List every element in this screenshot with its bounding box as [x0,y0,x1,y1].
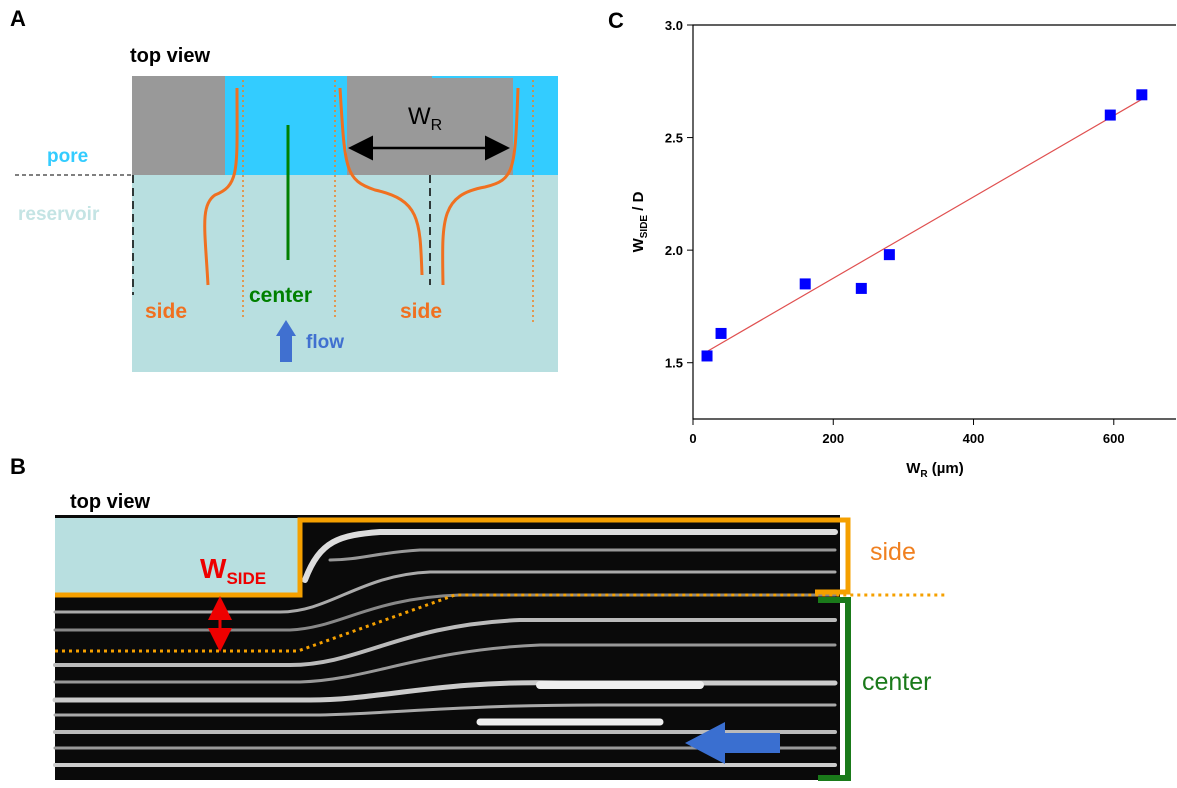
x-tick-label: 600 [1103,431,1125,446]
center-bracket [818,597,851,781]
data-point [799,278,811,290]
y-tick-label: 2.5 [665,131,683,146]
panel-label: B [10,454,26,479]
x-tick-label: 0 [689,431,696,446]
y-tick-label: 3.0 [665,18,683,33]
symbol: W [408,103,431,130]
fit-line [706,98,1143,352]
side-label: side [400,300,442,323]
panel-label: A [10,6,26,31]
y-axis-label: WSIDE / D [630,191,650,252]
data-point [715,327,727,339]
data-point [855,282,867,294]
flow-arrow [276,320,296,362]
symbol: W [906,460,921,477]
x-tick-label: 200 [822,431,844,446]
subscript: SIDE [226,569,266,588]
data-point [701,350,713,362]
streamlines [203,87,520,286]
panel-a: A top view pore reservoir WR center side… [10,6,558,372]
data-point [1104,109,1116,121]
center-label: center [249,284,312,307]
x-tick-label: 400 [963,431,985,446]
view-label: top view [70,491,150,513]
y-tick-label: 2.0 [665,243,683,258]
panel-c: C WR (µm) WSIDE / D 0 200 400 6001.52.52.03… [608,8,1176,480]
reservoir [55,518,300,595]
x-axis-label: WR (µm) [906,460,964,480]
side-label: side [870,538,916,566]
reservoir-label: reservoir [18,204,100,225]
symbol: W [200,553,227,584]
dividers [242,80,534,325]
separatrix [55,593,945,653]
pore-label: pore [47,146,88,167]
panel-b: B top view WSIDE side center [10,454,945,781]
y-tick-label: 1.5 [665,356,683,371]
subscript: SIDE [639,215,650,239]
ratio: / D [630,191,647,215]
side-outline [55,517,851,598]
flow-label: flow [306,332,344,353]
subscript: R [920,469,928,480]
subscript: R [431,117,443,134]
center-label: center [862,668,931,696]
width-label: WSIDE [200,553,266,588]
wall [132,76,225,175]
reservoir [132,175,558,372]
axes-frame [692,24,1176,420]
unit: (µm) [928,460,964,477]
view-label: top view [130,45,210,67]
side-label: side [145,300,187,323]
flow-arrow [685,722,780,764]
symbol: W [630,237,647,252]
panel-label: C [608,8,624,33]
width-label: WR [408,103,442,134]
data-point [1136,89,1148,101]
data-point [883,249,895,261]
